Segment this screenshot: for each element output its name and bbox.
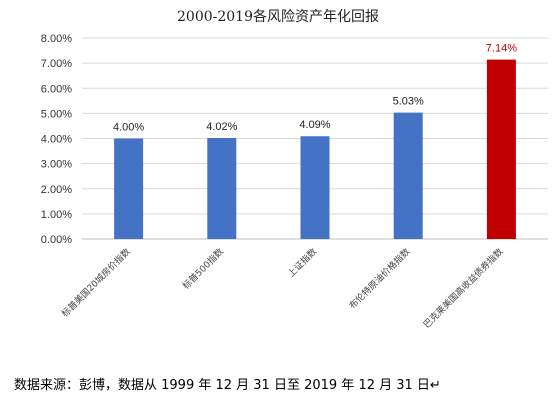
data-label: 4.00% (113, 122, 144, 134)
bar (300, 136, 330, 239)
bar (207, 137, 237, 239)
bar (486, 59, 516, 239)
x-axis-ticks: 标普美国20城房价指数 标普500指数 上证指数 布伦特原油价格指数 巴克莱美国高收益债… (59, 246, 506, 331)
data-label: 5.03% (393, 96, 424, 108)
data-label: 4.02% (206, 121, 237, 133)
y-tick-label: 6.00% (41, 83, 72, 95)
bar (393, 112, 423, 239)
x-tick-label: 上证指数 (285, 246, 319, 280)
source-note: 数据来源：彭博，数据从 1999 年 12 月 31 日至 2019 年 12 … (14, 378, 441, 393)
y-tick-label: 3.00% (41, 159, 72, 171)
y-tick-label: 2.00% (41, 184, 72, 196)
y-tick-label: 4.00% (41, 134, 72, 146)
y-tick-label: 7.00% (41, 58, 72, 70)
y-tick-label: 5.00% (41, 108, 72, 120)
x-tick-label: 布伦特原油价格指数 (347, 246, 413, 312)
bars (114, 59, 516, 239)
y-axis-ticks: 0.00% 1.00% 2.00% 3.00% 4.00% 5.00% 6.00% 7.00%… (41, 33, 72, 246)
y-tick-label: 0.00% (41, 234, 72, 246)
chart-title: 2000-2019各风险资产年化回报 (177, 9, 379, 25)
y-tick-label: 1.00% (41, 209, 72, 221)
bar (114, 138, 144, 239)
data-label: 4.09% (299, 119, 330, 131)
x-tick-label: 标普500指数 (180, 246, 226, 292)
data-labels: 4.00% 4.02% 4.09% 5.03% 7.14% (113, 43, 517, 134)
bar-chart: 2000-2019各风险资产年化回报 0.00% 1.00% 2.00% 3.00% 4… (41, 9, 548, 331)
y-tick-label: 8.00% (41, 33, 72, 45)
x-tick-label: 标普美国20城房价指数 (59, 246, 133, 320)
x-tick-label: 巴克莱美国高收益债券指数 (421, 246, 506, 331)
data-label: 7.14% (486, 43, 517, 55)
